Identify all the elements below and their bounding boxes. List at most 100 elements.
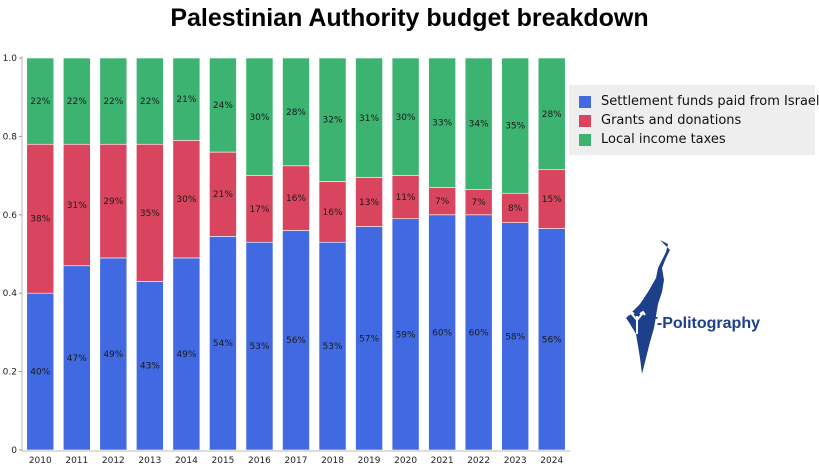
bar-segment [501,222,530,451]
bar-segment [172,257,201,451]
data-label: 57% [359,334,379,344]
bar-segment [501,192,530,223]
bar-segment [209,57,237,153]
x-tick-label: 2024 [540,456,563,466]
data-label: 32% [323,116,343,126]
data-label: 49% [176,350,196,360]
x-tick-label: 2014 [175,456,198,466]
data-label: 47% [67,354,87,364]
x-tick-label: 2020 [394,456,417,466]
legend-item: Grants and donations [579,111,815,130]
data-label: 58% [505,332,525,342]
y-tick-label: 1.0 [3,54,18,64]
y-tick-label: 0.4 [3,289,18,299]
split-arrow-icon [628,310,646,334]
data-label: 21% [213,190,233,200]
bar-segment [318,241,347,451]
data-label: 40% [30,368,50,378]
data-label: 31% [67,201,87,211]
legend: Settlement funds paid from Israel Grants … [569,85,819,155]
bar-segment [391,218,420,451]
data-label: 28% [542,110,562,120]
bar-segment [26,143,55,294]
data-label: 16% [323,208,343,218]
data-label: 56% [286,336,306,346]
bar-segment [26,57,55,145]
legend-item: Settlement funds paid from Israel [579,92,819,111]
bar-segment [537,228,566,451]
x-tick-label: 2021 [431,456,454,466]
bar-segment [26,292,55,451]
x-tick-label: 2012 [102,456,125,466]
bar-segment [99,57,128,145]
data-label: 17% [249,205,269,215]
bar-segment [282,230,310,451]
data-label: 53% [249,342,269,352]
bar-segment [282,57,310,167]
y-tick-label: 0 [11,446,17,456]
bar-segment [99,143,128,259]
data-label: 22% [140,97,160,107]
data-label: 22% [103,97,123,107]
bar-segment [62,57,91,145]
x-tick-label: 2011 [65,456,88,466]
data-label: 7% [472,198,487,208]
bar-segment [245,57,274,176]
map-logo-icon: T-Politography [626,240,760,374]
data-label: 21% [176,95,196,105]
data-label: 29% [103,197,123,207]
bar-segment [62,143,91,267]
x-tick-label: 2019 [358,456,381,466]
bar-segment [209,236,237,451]
bar-segment [282,165,310,231]
y-tick-label: 0.2 [3,368,17,378]
bar-segment [136,281,164,451]
data-label: 56% [542,335,562,345]
bar-segment [428,187,456,216]
legend-label: Local income taxes [601,132,726,147]
legend-label: Grants and donations [601,113,742,128]
bar-segment [318,57,347,182]
data-label: 54% [213,339,233,349]
x-tick-label: 2022 [467,456,490,466]
legend-swatch [579,133,591,146]
data-label: 30% [249,113,269,123]
data-label: 59% [396,330,416,340]
legend-label: Settlement funds paid from Israel [601,94,819,109]
watermark: T-Politography [608,238,788,378]
bar-segment [136,57,164,145]
x-tick-label: 2018 [321,456,344,466]
x-axis-ticks: 2010 2011 2012 2013 2014 2015 2016 2017 2018 2019… [29,456,564,466]
data-label: 60% [469,328,489,338]
bar-segment [537,169,566,229]
data-label: 43% [140,362,160,372]
watermark-text: T-Politography [648,315,760,332]
x-tick-label: 2017 [285,456,308,466]
bar-segment [62,265,91,451]
bar-segment [428,57,456,188]
x-tick-label: 2023 [504,456,527,466]
bar-segment [501,57,530,194]
data-label: 33% [432,119,452,129]
legend-item: Local income taxes [579,130,815,149]
data-label: 35% [505,122,525,132]
bar-segment [464,189,493,216]
data-label: 15% [542,195,562,205]
data-label: 60% [432,328,452,338]
data-label: 8% [508,204,523,214]
x-tick-label: 2010 [29,456,52,466]
x-tick-label: 2015 [211,456,234,466]
data-label: 35% [140,209,160,219]
chart-title: Palestinian Authority budget breakdown [170,4,649,32]
bar-segment [172,57,201,141]
bar-segment [355,177,383,227]
data-label: 30% [396,113,416,123]
x-tick-label: 2016 [248,456,271,466]
y-tick-label: 0.6 [3,211,18,221]
data-label: 24% [213,101,233,111]
bar-segment [355,226,383,451]
bar-segment [428,214,456,451]
data-label: 30% [176,195,196,205]
y-tick-label: 0.8 [3,132,18,142]
